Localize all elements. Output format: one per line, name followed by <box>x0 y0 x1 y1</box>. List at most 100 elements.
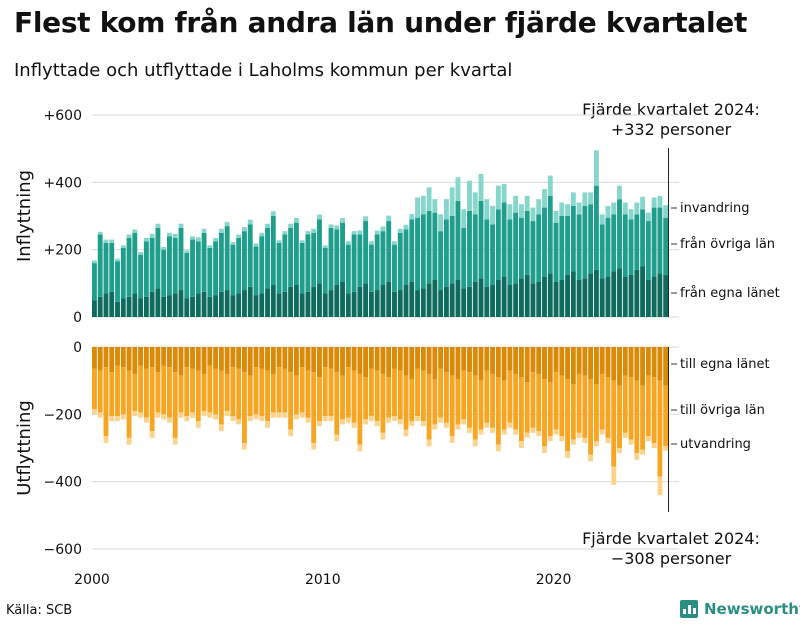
bar-out-1 <box>449 375 455 437</box>
bar-in-1 <box>201 232 207 292</box>
bar-out-2 <box>149 431 155 438</box>
bar-out-1 <box>536 373 542 432</box>
bar-out-2 <box>207 412 213 418</box>
bar-in-0 <box>386 281 392 317</box>
xtick-label: 2020 <box>536 572 572 588</box>
bar-in-2 <box>184 250 190 254</box>
bar-out-1 <box>455 378 461 425</box>
bar-in-1 <box>161 249 167 297</box>
bar-in-1 <box>380 231 386 286</box>
bar-out-1 <box>213 368 219 415</box>
bar-in-1 <box>224 226 230 291</box>
legend-label-out: till övriga län <box>680 403 765 418</box>
bar-out-0 <box>259 347 265 369</box>
bar-in-2 <box>420 195 426 215</box>
bar-out-1 <box>588 378 594 455</box>
bar-in-1 <box>143 241 149 297</box>
bar-in-1 <box>651 207 657 277</box>
bar-out-1 <box>415 368 420 417</box>
bar-in-2 <box>432 199 438 213</box>
bar-in-0 <box>397 290 403 317</box>
ytick-label-out: −400 <box>44 475 82 491</box>
bar-in-2 <box>115 258 120 262</box>
bar-in-0 <box>507 285 513 317</box>
bar-out-1 <box>363 377 369 420</box>
bar-out-2 <box>230 416 236 422</box>
bar-in-0 <box>495 279 501 317</box>
bar-in-0 <box>172 293 178 317</box>
bar-out-1 <box>242 372 247 443</box>
bar-in-1 <box>403 229 409 286</box>
bar-in-1 <box>426 210 432 284</box>
bar-in-1 <box>495 209 501 280</box>
bar-in-2 <box>380 226 386 232</box>
bar-in-2 <box>513 195 519 213</box>
brand-name: Newsworthy <box>704 600 800 618</box>
bar-in-2 <box>472 192 478 215</box>
bar-in-1 <box>432 212 438 280</box>
ytick-label-in: +200 <box>44 243 82 259</box>
bar-out-2 <box>357 444 363 452</box>
bar-out-1 <box>293 375 299 415</box>
bar-in-1 <box>293 222 299 286</box>
bar-out-1 <box>253 367 259 415</box>
bar-in-0 <box>536 281 542 317</box>
bar-out-2 <box>201 410 207 417</box>
bar-in-1 <box>518 217 524 279</box>
bar-out-0 <box>518 347 524 378</box>
bar-in-0 <box>599 278 605 317</box>
bar-in-1 <box>155 227 161 289</box>
bar-in-2 <box>588 192 594 205</box>
bar-out-0 <box>161 347 167 366</box>
ytick-label-in: +600 <box>44 108 82 124</box>
bar-in-2 <box>334 225 340 230</box>
bar-out-0 <box>276 347 282 368</box>
bar-out-0 <box>495 347 501 378</box>
bar-out-0 <box>143 347 149 369</box>
bar-in-0 <box>97 296 103 317</box>
bar-out-0 <box>345 347 351 368</box>
bar-in-2 <box>524 195 530 211</box>
bar-out-0 <box>415 347 420 369</box>
bar-out-1 <box>432 378 438 425</box>
bar-out-0 <box>207 347 213 366</box>
bar-out-1 <box>368 368 374 417</box>
bar-out-2 <box>495 444 501 452</box>
bar-out-2 <box>565 451 571 459</box>
bar-out-0 <box>265 347 270 371</box>
bar-in-0 <box>611 271 617 317</box>
bar-out-0 <box>420 347 426 371</box>
bar-out-1 <box>628 377 634 440</box>
bar-out-0 <box>576 347 582 374</box>
bar-in-0 <box>334 285 340 317</box>
bar-out-2 <box>120 414 126 420</box>
bar-in-1 <box>368 244 374 292</box>
bar-out-1 <box>357 373 363 445</box>
bar-in-0 <box>467 286 472 317</box>
bar-in-0 <box>363 283 369 317</box>
bar-in-2 <box>495 185 501 210</box>
bar-out-1 <box>426 373 432 440</box>
bar-out-0 <box>334 347 340 373</box>
bar-out-1 <box>478 380 484 430</box>
bar-in-0 <box>443 286 449 317</box>
bar-in-0 <box>617 268 622 317</box>
bar-in-2 <box>259 232 265 237</box>
bar-out-1 <box>259 368 265 417</box>
bar-out-1 <box>380 373 386 433</box>
bar-out-0 <box>403 347 409 376</box>
annotation-out: Fjärde kvartalet 2024: −308 personer <box>576 529 766 569</box>
bar-in-2 <box>322 245 328 248</box>
bar-out-2 <box>97 412 103 418</box>
bar-in-1 <box>478 200 484 279</box>
bar-in-0 <box>570 271 576 317</box>
bar-out-2 <box>472 439 478 447</box>
bar-in-0 <box>247 286 253 317</box>
bar-out-0 <box>628 347 634 378</box>
bar-out-0 <box>443 347 449 373</box>
bar-out-0 <box>126 347 132 371</box>
bar-in-1 <box>230 244 236 296</box>
bar-in-0 <box>651 276 657 317</box>
bar-out-2 <box>126 437 132 445</box>
bar-out-2 <box>293 414 299 420</box>
